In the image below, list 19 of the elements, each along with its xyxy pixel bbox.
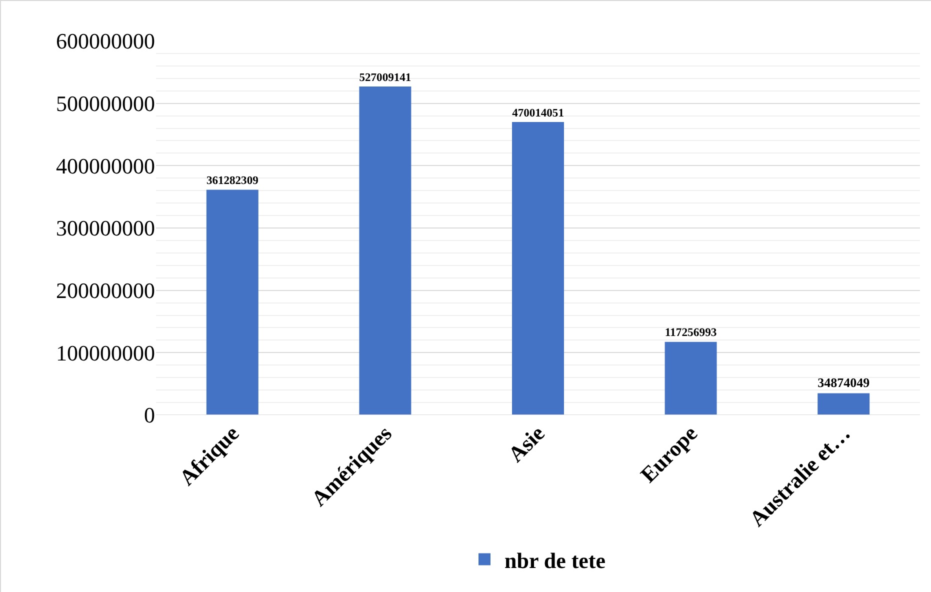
data-label: 361282309 bbox=[206, 175, 259, 188]
y-tick-label: 400000000 bbox=[56, 153, 155, 178]
data-label: 117256993 bbox=[664, 326, 717, 340]
bar bbox=[359, 86, 412, 415]
data-label: 34874049 bbox=[818, 375, 870, 390]
y-tick-label: 500000000 bbox=[56, 91, 155, 116]
bar bbox=[512, 122, 564, 415]
y-tick-label: 600000000 bbox=[56, 28, 155, 54]
y-tick-label: 0 bbox=[144, 402, 155, 428]
data-label: 470014051 bbox=[512, 107, 564, 120]
legend-label: nbr de tete bbox=[504, 548, 606, 573]
bar bbox=[206, 190, 258, 415]
x-tick-label: Asie bbox=[503, 420, 550, 467]
y-tick-label: 100000000 bbox=[56, 340, 155, 366]
data-label: 527009141 bbox=[359, 72, 412, 84]
y-tick-label: 300000000 bbox=[56, 216, 155, 241]
bar bbox=[818, 393, 870, 415]
bar bbox=[664, 342, 717, 415]
y-tick-label: 200000000 bbox=[56, 278, 155, 304]
